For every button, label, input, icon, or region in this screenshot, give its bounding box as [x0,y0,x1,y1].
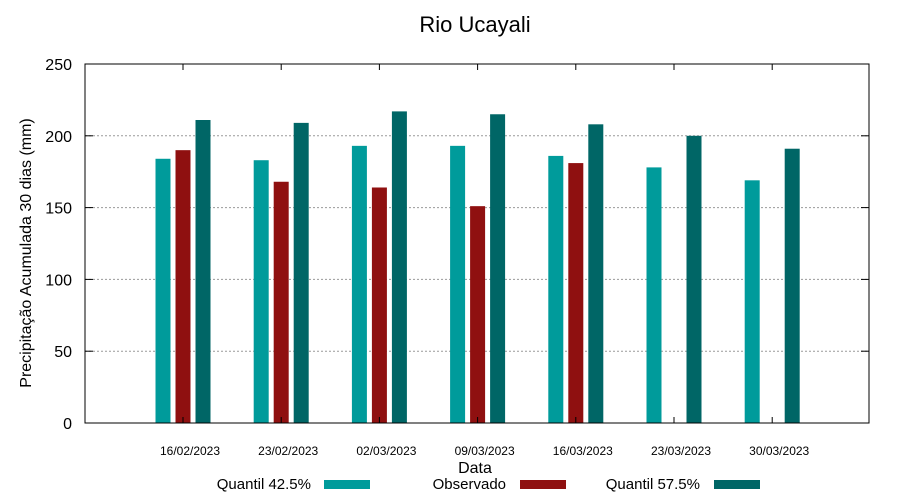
bar-quantil-57 [490,114,506,423]
bar-observado [273,181,289,423]
x-tick-label: 30/03/2023 [749,444,809,458]
bar-observado [371,187,387,423]
y-tick-label: 150 [45,201,72,218]
bar-quantil-42 [155,158,171,423]
x-tick-label: 09/03/2023 [455,444,515,458]
bar-quantil-57 [195,120,211,423]
x-tick-label: 02/03/2023 [356,444,416,458]
legend-swatch [324,480,370,489]
bar-quantil-42 [646,167,662,423]
bar-observado [470,206,486,423]
legend-swatch [714,480,760,489]
x-tick-label: 16/03/2023 [553,444,613,458]
bar-quantil-57 [784,148,800,423]
bar-quantil-42 [351,145,367,424]
legend-swatch [520,480,566,489]
y-tick-label: 200 [45,129,72,146]
y-axis-label: Precipitação Acumulada 30 dias (mm) [18,118,35,387]
x-tick-label: 23/02/2023 [258,444,318,458]
x-ticks: 16/02/2023 23/02/2023 02/03/2023 09/03/2023… [160,64,810,458]
x-axis-label: Data [458,460,492,477]
plot-frame [84,63,870,424]
bar-quantil-57 [588,124,604,423]
bar-quantil-57 [686,135,702,424]
legend: Quantil 42.5% Observado Quantil 57.5% [217,476,760,493]
bar-quantil-42 [253,160,269,423]
y-ticks: 0 50 100 150 200 250 [45,57,869,433]
bar-quantil-57 [391,111,407,423]
bars [155,111,800,424]
bar-quantil-42 [548,155,564,424]
bar-quantil-42 [450,145,466,424]
y-tick-label: 250 [45,57,72,74]
legend-label: Observado [433,476,506,493]
y-tick-label: 50 [54,344,72,361]
bar-quantil-42 [744,180,760,423]
legend-label: Quantil 57.5% [606,476,700,493]
bar-quantil-57 [293,122,309,423]
chart-title: Rio Ucayali [419,12,530,37]
legend-label: Quantil 42.5% [217,476,311,493]
bar-observado [568,163,584,424]
x-tick-label: 23/03/2023 [651,444,711,458]
x-tick-label: 16/02/2023 [160,444,220,458]
bar-observado [175,150,191,423]
y-tick-label: 0 [63,416,72,433]
y-tick-label: 100 [45,272,72,289]
